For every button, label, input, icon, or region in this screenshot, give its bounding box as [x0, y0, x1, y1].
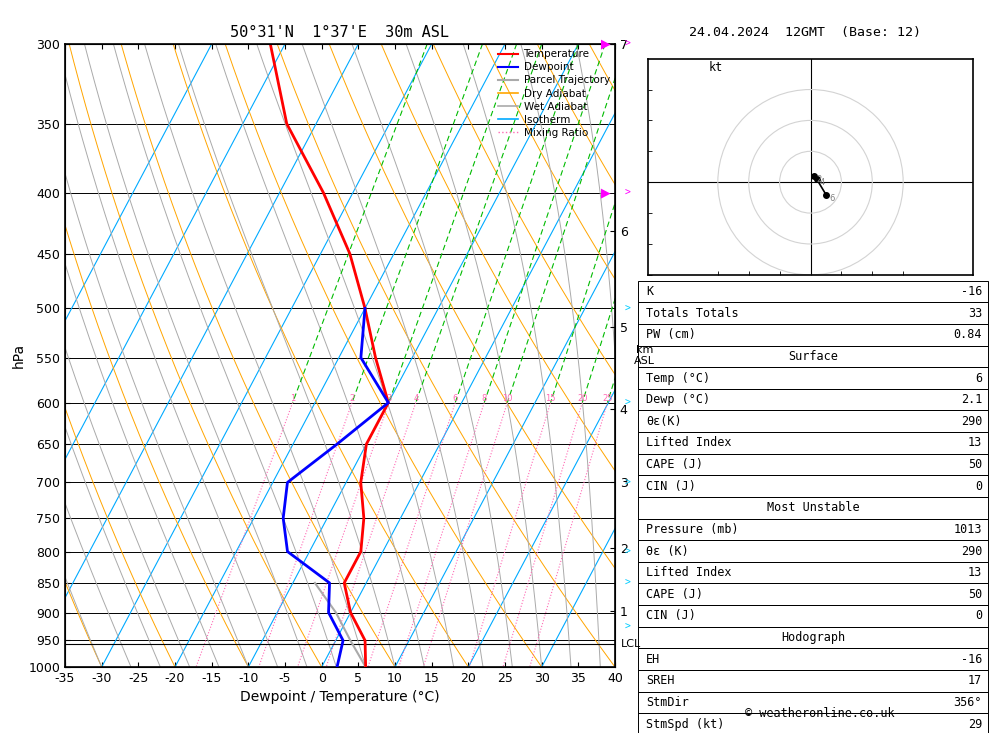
Text: CAPE (J): CAPE (J): [646, 588, 703, 601]
Text: >: >: [625, 477, 631, 487]
Text: Dewp (°C): Dewp (°C): [646, 393, 710, 406]
Text: 6: 6: [975, 372, 982, 385]
Text: CAPE (J): CAPE (J): [646, 458, 703, 471]
Text: 50: 50: [968, 588, 982, 601]
Text: 2: 2: [349, 394, 355, 402]
Text: 1013: 1013: [954, 523, 982, 536]
Text: 290: 290: [961, 415, 982, 428]
Text: 24.04.2024  12GMT  (Base: 12): 24.04.2024 12GMT (Base: 12): [689, 26, 921, 39]
Text: 0.84: 0.84: [954, 328, 982, 342]
Text: Surface: Surface: [788, 350, 838, 363]
Text: 17: 17: [968, 674, 982, 688]
Text: 20: 20: [577, 394, 588, 402]
Text: 356°: 356°: [954, 696, 982, 709]
Text: 6: 6: [829, 194, 834, 203]
Text: LCL: LCL: [620, 639, 641, 649]
Text: Hodograph: Hodograph: [781, 631, 845, 644]
Text: ▶: ▶: [601, 186, 611, 199]
Text: 25: 25: [602, 394, 613, 402]
Text: 4: 4: [413, 394, 418, 402]
Text: 0: 0: [975, 479, 982, 493]
Text: 1: 1: [290, 394, 295, 402]
Text: 2: 2: [817, 175, 822, 184]
Text: 29: 29: [968, 718, 982, 731]
Text: 8: 8: [482, 394, 487, 402]
Y-axis label: km
ASL: km ASL: [634, 345, 655, 366]
Text: Pressure (mb): Pressure (mb): [646, 523, 739, 536]
Legend: Temperature, Dewpoint, Parcel Trajectory, Dry Adiabat, Wet Adiabat, Isotherm, Mi: Temperature, Dewpoint, Parcel Trajectory…: [493, 45, 614, 142]
Text: PW (cm): PW (cm): [646, 328, 696, 342]
Text: 10: 10: [502, 394, 513, 402]
Text: >: >: [625, 398, 631, 408]
Text: EH: EH: [646, 652, 660, 666]
Text: θε(K): θε(K): [646, 415, 682, 428]
Text: 33: 33: [968, 306, 982, 320]
Text: CIN (J): CIN (J): [646, 609, 696, 622]
Text: © weatheronline.co.uk: © weatheronline.co.uk: [745, 707, 895, 720]
Text: 50: 50: [968, 458, 982, 471]
Text: ▶: ▶: [601, 37, 611, 51]
Y-axis label: hPa: hPa: [11, 343, 25, 368]
Text: 290: 290: [961, 545, 982, 558]
Text: Temp (°C): Temp (°C): [646, 372, 710, 385]
Text: StmSpd (kt): StmSpd (kt): [646, 718, 724, 731]
Text: 4: 4: [820, 178, 825, 188]
X-axis label: Dewpoint / Temperature (°C): Dewpoint / Temperature (°C): [240, 690, 440, 704]
Text: Lifted Index: Lifted Index: [646, 436, 732, 449]
Text: K: K: [646, 285, 653, 298]
Text: 3: 3: [386, 394, 391, 402]
Text: >: >: [625, 188, 631, 198]
Title: 50°31'N  1°37'E  30m ASL: 50°31'N 1°37'E 30m ASL: [230, 25, 450, 40]
Text: >: >: [625, 303, 631, 313]
Text: >: >: [625, 622, 631, 632]
Text: StmDir: StmDir: [646, 696, 689, 709]
Text: 13: 13: [968, 566, 982, 579]
Text: 6: 6: [453, 394, 458, 402]
Text: Totals Totals: Totals Totals: [646, 306, 739, 320]
Text: 13: 13: [968, 436, 982, 449]
Text: CIN (J): CIN (J): [646, 479, 696, 493]
Text: Most Unstable: Most Unstable: [767, 501, 859, 515]
Text: 15: 15: [545, 394, 556, 402]
Text: >: >: [625, 547, 631, 556]
Text: kt: kt: [709, 61, 723, 74]
Text: θε (K): θε (K): [646, 545, 689, 558]
Text: -16: -16: [961, 652, 982, 666]
Text: 0: 0: [975, 609, 982, 622]
Text: 2.1: 2.1: [961, 393, 982, 406]
Text: SREH: SREH: [646, 674, 674, 688]
Text: -16: -16: [961, 285, 982, 298]
Text: >: >: [625, 39, 631, 49]
Text: >: >: [625, 578, 631, 588]
Text: Lifted Index: Lifted Index: [646, 566, 732, 579]
